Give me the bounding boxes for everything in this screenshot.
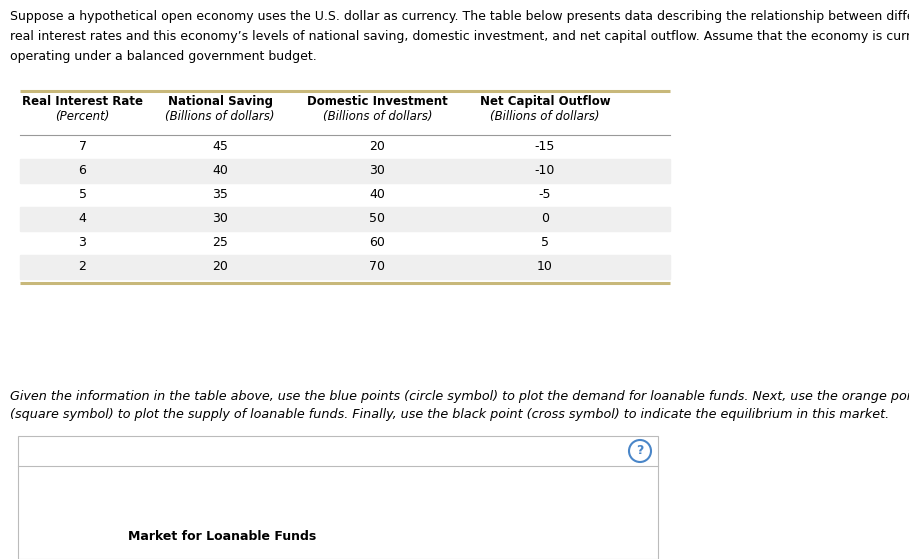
Text: -15: -15 [534,140,555,154]
Text: National Saving: National Saving [167,95,273,108]
Text: Net Capital Outflow: Net Capital Outflow [480,95,610,108]
Bar [18,436,658,559]
Text: Given the information in the table above, use the blue points (circle symbol) to: Given the information in the table above… [10,390,909,403]
Text: 10: 10 [537,260,553,273]
Text: 4: 4 [78,212,86,225]
Bar [20,255,670,279]
Bar [20,159,670,183]
Text: 3: 3 [78,236,86,249]
Text: (Billions of dollars): (Billions of dollars) [490,110,600,123]
Text: 7: 7 [78,140,86,154]
Text: 60: 60 [370,236,385,249]
Text: (Billions of dollars): (Billions of dollars) [323,110,433,123]
Text: (Percent): (Percent) [55,110,110,123]
Text: 45: 45 [212,140,228,154]
Text: Domestic Investment: Domestic Investment [307,95,448,108]
Text: 30: 30 [212,212,228,225]
Text: 50: 50 [369,212,385,225]
Text: (square symbol) to plot the supply of loanable funds. Finally, use the black poi: (square symbol) to plot the supply of lo… [10,408,889,421]
Text: Market for Loanable Funds: Market for Loanable Funds [128,530,316,543]
Text: (Billions of dollars): (Billions of dollars) [165,110,275,123]
Text: real interest rates and this economy’s levels of national saving, domestic inves: real interest rates and this economy’s l… [10,30,909,43]
Text: 40: 40 [370,188,385,201]
Text: 6: 6 [78,164,86,178]
Text: -10: -10 [534,164,555,178]
Text: 40: 40 [212,164,228,178]
Text: ?: ? [636,444,644,457]
Text: 25: 25 [212,236,228,249]
Text: 35: 35 [212,188,228,201]
Bar [20,207,670,231]
Text: Real Interest Rate: Real Interest Rate [22,95,143,108]
Text: 0: 0 [541,212,549,225]
Text: 20: 20 [212,260,228,273]
Text: -5: -5 [539,188,551,201]
Text: 30: 30 [370,164,385,178]
Text: Suppose a hypothetical open economy uses the U.S. dollar as currency. The table : Suppose a hypothetical open economy uses… [10,10,909,23]
Text: 2: 2 [78,260,86,273]
Text: 5: 5 [541,236,549,249]
Text: operating under a balanced government budget.: operating under a balanced government bu… [10,50,316,63]
Text: 70: 70 [369,260,385,273]
Text: 5: 5 [78,188,86,201]
Text: 20: 20 [370,140,385,154]
